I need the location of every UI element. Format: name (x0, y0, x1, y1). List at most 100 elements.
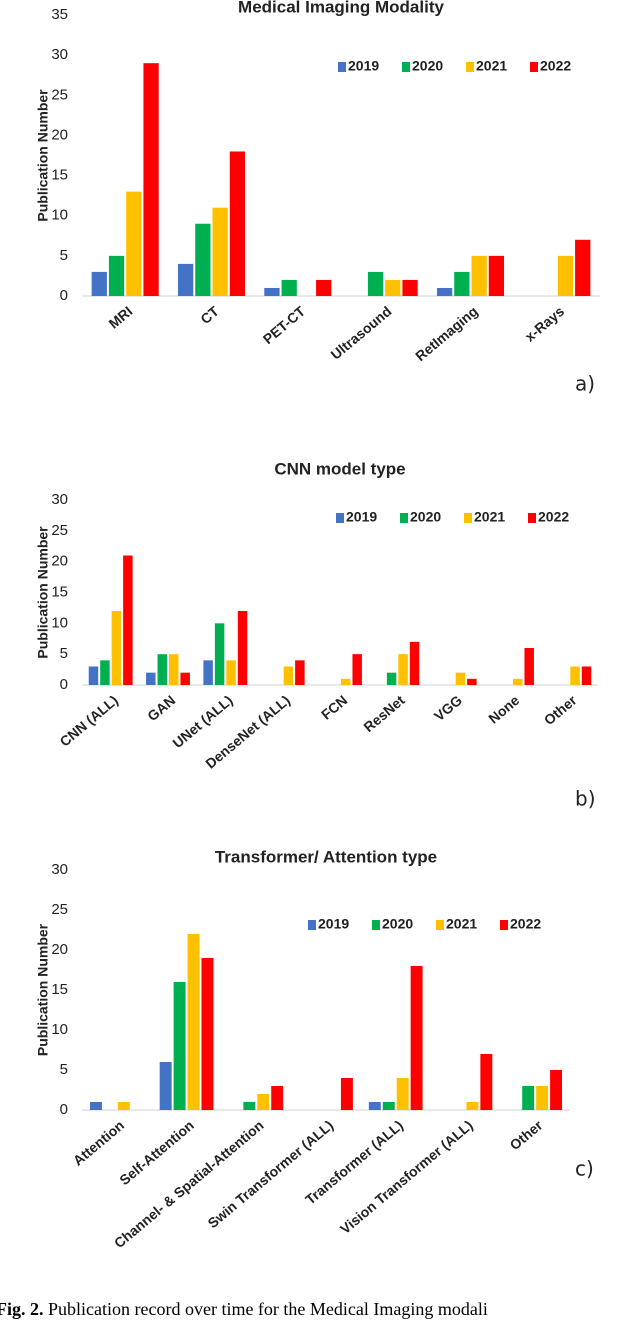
bar (409, 641, 420, 685)
y-axis-label: Publication Number (35, 923, 51, 1056)
chart-title: CNN model type (274, 459, 405, 478)
bar (396, 1078, 409, 1110)
bar (513, 678, 523, 685)
bar (159, 1062, 172, 1110)
bar (157, 654, 167, 685)
bar (283, 666, 294, 685)
legend-swatch (338, 62, 346, 72)
bar (271, 1086, 284, 1110)
bar (536, 1086, 549, 1110)
y-tick-label: 30 (51, 46, 68, 63)
legend-swatch (528, 513, 536, 523)
legend-label: 2021 (474, 509, 505, 525)
bar (264, 287, 280, 296)
panel-label: a) (575, 372, 595, 396)
x-tick-label: None (485, 692, 522, 727)
x-tick-label: x-Rays (522, 303, 568, 345)
bar (226, 660, 236, 685)
caption-text: Publication record over time for the Med… (48, 1299, 488, 1319)
bar (123, 555, 133, 685)
caption-label: Fig. 2. (0, 1299, 44, 1319)
bar (570, 666, 580, 685)
bar (91, 271, 107, 296)
legend-swatch (400, 513, 408, 523)
bar (111, 611, 122, 685)
bar (146, 672, 156, 685)
bar (257, 1094, 270, 1110)
y-tick-label: 0 (60, 287, 68, 304)
legend-label: 2022 (540, 58, 571, 74)
x-tick-label: Other (507, 1117, 546, 1154)
legend-label: 2019 (318, 916, 349, 932)
y-tick-label: 30 (51, 491, 68, 508)
legend-label: 2020 (412, 58, 443, 74)
bar (117, 1102, 130, 1110)
bar (281, 279, 297, 296)
bar (575, 239, 591, 296)
y-tick-label: 0 (60, 676, 68, 693)
legend-swatch (530, 62, 538, 72)
x-tick-label: CT (197, 303, 222, 328)
bar (295, 660, 305, 685)
y-tick-label: 15 (51, 583, 68, 600)
bar (108, 255, 125, 296)
bar (522, 1086, 535, 1110)
bar (237, 611, 248, 685)
y-tick-label: 20 (51, 553, 68, 570)
legend-label: 2019 (348, 58, 379, 74)
y-tick-label: 20 (51, 126, 68, 143)
x-tick-label: Other (541, 692, 580, 729)
bar (455, 672, 466, 685)
bar (368, 1102, 381, 1110)
legend-label: 2022 (538, 509, 569, 525)
x-tick-label: Vision Transformer (ALL) (337, 1117, 476, 1237)
bar (385, 279, 401, 296)
legend-label: 2022 (510, 916, 541, 932)
x-tick-label: RetImaging (412, 303, 481, 364)
bar (229, 151, 246, 296)
bar (126, 191, 142, 296)
bar (316, 279, 332, 296)
x-tick-label: FCN (318, 692, 350, 723)
bar (454, 271, 470, 296)
bar (382, 1102, 395, 1110)
y-tick-label: 30 (51, 861, 68, 878)
bar (352, 654, 362, 685)
x-tick-label: PET-CT (260, 303, 309, 348)
bar (524, 648, 534, 685)
chart-title: Medical Imaging Modality (238, 0, 444, 16)
bar (340, 1078, 353, 1110)
bar (467, 678, 477, 685)
legend-swatch (500, 920, 508, 930)
x-tick-label: Channel- & Spatial-Attention (111, 1117, 267, 1251)
bar (466, 1102, 479, 1110)
y-tick-label: 15 (51, 981, 68, 998)
bar (480, 1054, 493, 1110)
x-tick-label: CNN (ALL) (56, 692, 120, 750)
legend-label: 2021 (446, 916, 477, 932)
legend-swatch (466, 62, 474, 72)
y-tick-label: 5 (60, 1061, 68, 1078)
bar (402, 279, 418, 296)
bar (471, 255, 487, 296)
bar (187, 934, 200, 1110)
x-tick-label: ResNet (360, 692, 407, 735)
bar (386, 672, 397, 685)
bar (195, 223, 211, 296)
bar (177, 263, 194, 296)
x-tick-label: Swin Transformer (ALL) (204, 1117, 336, 1231)
x-tick-label: VGG (431, 692, 465, 724)
legend-swatch (308, 920, 316, 930)
y-tick-label: 35 (51, 6, 68, 23)
y-tick-label: 25 (51, 901, 68, 918)
bar (550, 1070, 563, 1110)
x-tick-label: GAN (144, 692, 178, 724)
legend-label: 2020 (410, 509, 441, 525)
bar (214, 623, 225, 685)
legend-label: 2020 (382, 916, 413, 932)
y-tick-label: 25 (51, 522, 68, 539)
legend-swatch (436, 920, 444, 930)
bar (143, 63, 159, 296)
y-tick-label: 10 (51, 207, 68, 224)
